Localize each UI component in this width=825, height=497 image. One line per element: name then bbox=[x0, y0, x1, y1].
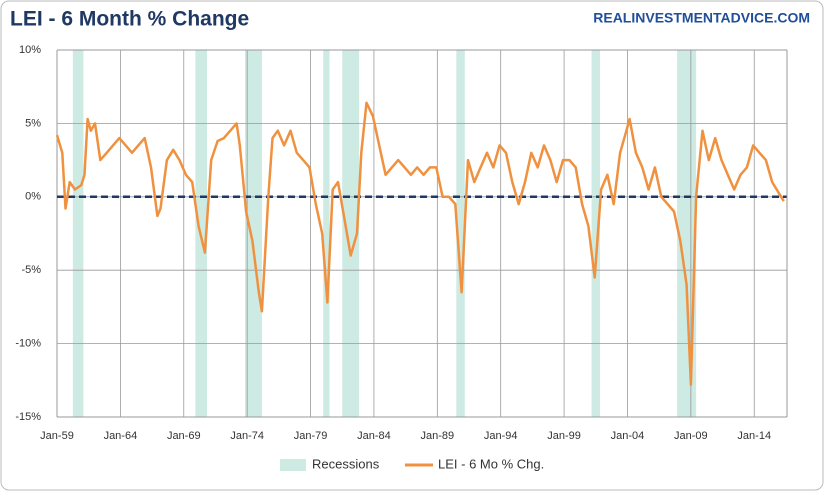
source: REALINVESTMENTADVICE.COM bbox=[593, 10, 810, 26]
y-tick-label: -10% bbox=[15, 338, 41, 350]
x-tick-label: Jan-74 bbox=[230, 430, 264, 442]
y-tick-label: 5% bbox=[25, 117, 41, 129]
x-tick-label: Jan-09 bbox=[674, 430, 708, 442]
x-tick-label: Jan-99 bbox=[547, 430, 581, 442]
x-tick-label: Jan-89 bbox=[420, 430, 454, 442]
y-tick-label: -15% bbox=[15, 411, 41, 423]
x-tick-label: Jan-79 bbox=[294, 430, 328, 442]
x-tick-label: Jan-69 bbox=[167, 430, 201, 442]
x-tick-label: Jan-64 bbox=[104, 430, 138, 442]
recession-band bbox=[323, 50, 330, 417]
chart-title: LEI - 6 Month % Change bbox=[10, 8, 249, 31]
plot-area bbox=[55, 49, 787, 418]
recession-band bbox=[591, 50, 601, 417]
x-tick-label: Jan-04 bbox=[611, 430, 645, 442]
legend-label: Recessions bbox=[312, 456, 380, 471]
y-tick-label: 10% bbox=[19, 44, 41, 56]
data-line bbox=[55, 101, 785, 386]
x-tick-label: Jan-84 bbox=[357, 430, 391, 442]
x-tick-label: Jan-14 bbox=[737, 430, 771, 442]
x-tick-label: Jan-59 bbox=[40, 430, 74, 442]
legend-label: LEI - 6 Mo % Chg. bbox=[438, 456, 544, 471]
recession-band bbox=[342, 50, 360, 417]
recession-band bbox=[245, 50, 262, 417]
x-tick-label: Jan-94 bbox=[484, 430, 518, 442]
legend-swatch bbox=[280, 459, 306, 471]
y-tick-label: 0% bbox=[25, 191, 41, 203]
y-tick-label: -5% bbox=[21, 264, 41, 276]
recession-band bbox=[456, 50, 465, 417]
recession-band bbox=[72, 50, 84, 417]
